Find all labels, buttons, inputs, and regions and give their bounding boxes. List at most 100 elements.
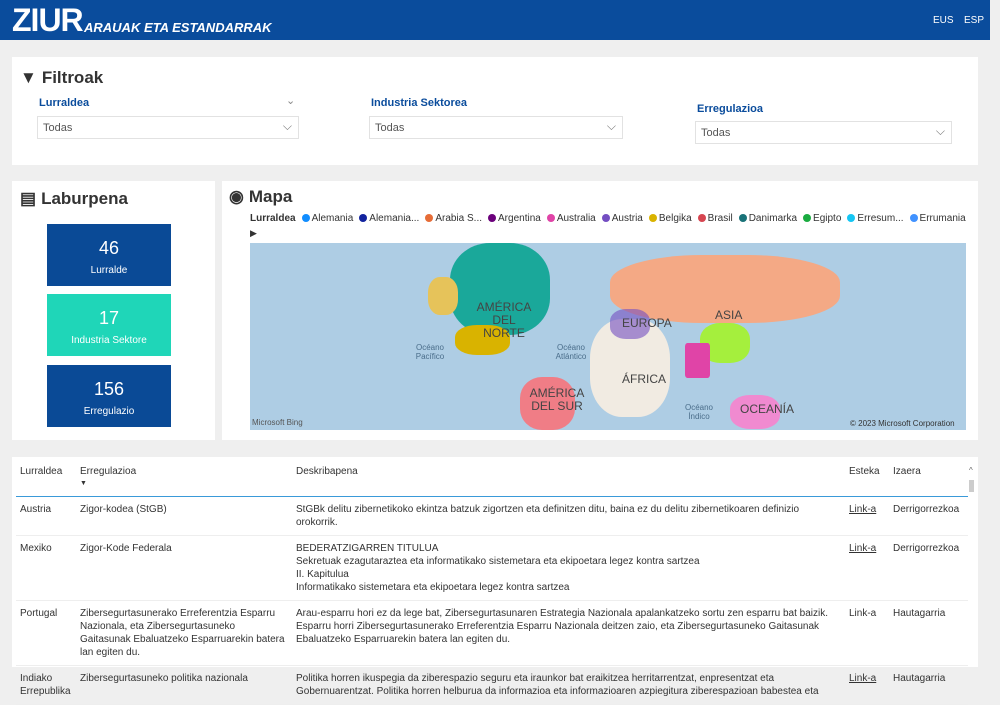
region-south-america[interactable]: [520, 377, 575, 430]
kpi-card-erregulazio: 156 Erregulazio: [47, 365, 171, 427]
map-copyright: © 2023 Microsoft Corporation: [850, 419, 955, 428]
summary-title-text: Laburpena: [41, 189, 128, 208]
cell-country: Indiako Errepublika: [16, 665, 76, 705]
legend-dot-icon: [301, 214, 310, 222]
kpi-card-sektore: 17 Industria Sektore: [47, 294, 171, 356]
legend-label: Alemania: [311, 213, 354, 224]
map-label: AMÉRICA DEL SUR: [529, 386, 585, 413]
cell-country: Portugal: [16, 600, 76, 666]
regulation-link[interactable]: Link-a: [849, 673, 877, 684]
map-label: EUROPA: [622, 316, 672, 330]
ocean-label: Océano Pacífico: [415, 343, 445, 361]
legend-label: Danimarka: [748, 213, 798, 224]
region[interactable]: [428, 277, 458, 315]
table-row: Indiako Errepublika Zibersegurtasuneko p…: [16, 665, 968, 705]
cell-description: StGBk delitu zibernetikoko ekintza batzu…: [292, 496, 845, 536]
header: ZIUR ARAUAK ETA ESTANDARRAK EUS ESP: [0, 0, 990, 40]
map-label: AMÉRICA DEL NORTE: [476, 300, 532, 340]
kpi-card-lurralde: 46 Lurralde: [47, 224, 171, 286]
kpi-label: Erregulazio: [83, 406, 135, 417]
region[interactable]: [685, 343, 710, 378]
erregulazioa-select[interactable]: Todas ⌵: [695, 121, 952, 144]
legend-item[interactable]: Belgika: [648, 213, 692, 225]
col-esteka[interactable]: Esteka: [845, 462, 889, 497]
select-value: Todas: [43, 122, 73, 134]
legend-item[interactable]: Egipto: [803, 213, 841, 225]
legend-dot-icon: [909, 214, 918, 222]
map-legend: Lurraldea Alemania Alemania... Arabia S... A…: [250, 213, 966, 239]
legend-item[interactable]: Australia: [546, 213, 596, 225]
scroll-up-icon[interactable]: ^: [969, 466, 973, 475]
table-header-row: Lurraldea Erregulazioa ▼ Deskribapena Est…: [16, 462, 968, 497]
cell-type: Derrigorrezkoa: [889, 535, 968, 601]
lang-esp-link[interactable]: ESP: [964, 15, 985, 26]
region-asia[interactable]: [610, 255, 840, 323]
filter-label-lurraldea: Lurraldea: [39, 97, 90, 109]
bing-logo: Microsoft Bing: [252, 418, 303, 427]
col-label: Erregulazioa: [80, 466, 137, 477]
legend-item[interactable]: Alemania...: [359, 213, 419, 225]
legend-item[interactable]: Alemania: [301, 213, 354, 225]
region[interactable]: [455, 325, 510, 355]
region-north-america[interactable]: [450, 243, 550, 335]
legend-dot-icon: [847, 214, 856, 222]
ocean-label: Océano Atlántico: [555, 343, 587, 361]
lang-eus-link[interactable]: EUS: [933, 15, 954, 26]
legend-dot-icon: [546, 214, 555, 222]
map-title-text: Mapa: [248, 187, 293, 206]
legend-item[interactable]: Errumania: [909, 213, 966, 225]
legend-label: Belgika: [658, 213, 692, 224]
legend-dot-icon: [488, 214, 497, 222]
legend-label: Argentina: [498, 213, 541, 224]
regulation-link[interactable]: Link-a: [849, 608, 877, 619]
filters-title: ▼ Filtroak: [20, 68, 103, 88]
cell-type: Hautagarria: [889, 600, 968, 666]
legend-item[interactable]: Brasil: [697, 213, 733, 225]
kpi-value: 46: [98, 238, 120, 258]
legend-next-arrow-icon[interactable]: ▶: [250, 228, 257, 238]
region-europe[interactable]: [610, 309, 650, 339]
map-label: OCEANÍA: [740, 402, 795, 416]
col-lurraldea[interactable]: Lurraldea: [16, 462, 76, 497]
map-label: ASIA: [715, 308, 743, 322]
regulation-link[interactable]: Link-a: [849, 543, 877, 554]
sort-desc-icon: ▼: [80, 480, 87, 487]
legend-label: Errumania: [919, 213, 966, 224]
legend-item[interactable]: Argentina: [488, 213, 541, 225]
sektorea-select[interactable]: Todas ⌵: [369, 116, 623, 139]
document-icon: ▤: [20, 189, 37, 208]
col-izaera[interactable]: Izaera: [889, 462, 968, 497]
cell-regulation: Zigor-kodea (StGB): [76, 496, 292, 536]
kpi-label: Industria Sektore: [71, 335, 147, 346]
legend-item[interactable]: Danimarka: [738, 213, 798, 225]
legend-item[interactable]: Austria: [601, 213, 643, 225]
map-title: ◉ Mapa: [229, 187, 292, 207]
ocean-label: Océano Índico: [684, 403, 714, 421]
chevron-down-icon: ⌵: [282, 119, 292, 133]
kpi-value: 156: [93, 379, 125, 399]
cell-type: Hautagarria: [889, 665, 968, 705]
legend-label: Alemania...: [369, 213, 420, 224]
region-oceania[interactable]: [730, 395, 780, 429]
scrollbar-thumb[interactable]: [969, 480, 974, 492]
cell-description: BEDERATZIGARREN TITULUA Sekretuak ezagut…: [292, 535, 845, 601]
regulation-link[interactable]: Link-a: [849, 504, 877, 515]
col-erregulazioa[interactable]: Erregulazioa ▼: [76, 462, 292, 497]
select-value: Todas: [701, 127, 731, 139]
cell-country: Mexiko: [16, 535, 76, 601]
chevron-down-icon[interactable]: ⌄: [286, 95, 296, 107]
legend-item[interactable]: Arabia S...: [425, 213, 482, 225]
col-deskribapena[interactable]: Deskribapena: [292, 462, 845, 497]
legend-label: Erresum...: [857, 213, 904, 224]
regulations-table: Lurraldea Erregulazioa ▼ Deskribapena Est…: [16, 462, 968, 705]
legend-dot-icon: [648, 214, 657, 222]
cell-regulation: Zigor-Kode Federala: [76, 535, 292, 601]
legend-dot-icon: [359, 214, 368, 222]
lurraldea-select[interactable]: Todas ⌵: [37, 116, 299, 139]
filter-label-sektorea: Industria Sektorea: [371, 97, 467, 109]
filter-icon: ▼: [20, 68, 37, 87]
legend-item[interactable]: Erresum...: [847, 213, 904, 225]
chevron-down-icon: ⌵: [606, 119, 616, 133]
world-map[interactable]: AMÉRICA DEL NORTE EUROPA ASIA ÁFRICA AMÉ…: [250, 243, 966, 430]
legend-label: Egipto: [813, 213, 842, 224]
